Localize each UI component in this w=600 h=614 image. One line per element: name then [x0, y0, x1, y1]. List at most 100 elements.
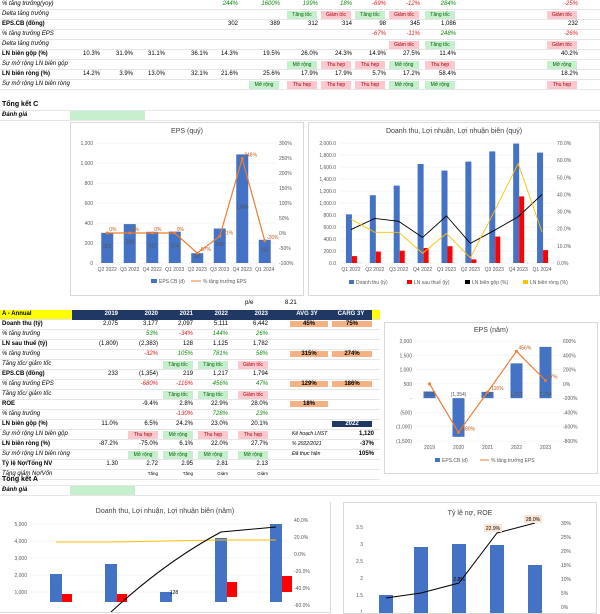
header-band [72, 310, 372, 320]
legend-swatch [151, 279, 157, 283]
y2-tick: 10.0% [557, 244, 572, 250]
debt-bar [452, 544, 466, 613]
row-label: Tỷ lệ Nợ/Tổng NV [2, 461, 53, 467]
revenue-bar [489, 151, 496, 263]
value-cell: 19.5% [262, 51, 280, 57]
value-cell: 13.0% [147, 71, 165, 77]
y-tick: 400.0 [323, 237, 336, 243]
revenue-bar [215, 538, 227, 602]
value-cell: 2.13 [256, 461, 268, 467]
y2-tick: -40.0% [294, 586, 310, 592]
value-cell: 28.0% [250, 401, 268, 407]
debt-change: Giảm [257, 471, 268, 476]
y-tick: 1,500 [399, 353, 412, 359]
y-tick: 1,400.0 [319, 177, 336, 183]
eps-bar [510, 363, 523, 399]
value-cell: (1,354) [138, 371, 158, 377]
trend-tag: Tăng tốc [355, 11, 385, 19]
revenue-bar [270, 524, 282, 602]
eps-bar [423, 391, 436, 399]
value-cell: -75.0% [138, 441, 158, 447]
carg-value: 274% [332, 351, 372, 357]
y2-tick: 200% [279, 171, 292, 177]
legend-entry: Doanh thu (tỷ) [356, 279, 388, 286]
danh-gia-cell[interactable] [70, 486, 135, 495]
x-tick: 2020 [453, 445, 464, 451]
trend-tag: Mở rộng [547, 61, 577, 69]
annual-row: Tăng giảm Nợ/Vốn Tăng Tăng Giảm Giảm [0, 470, 380, 480]
x-tick: Q2 2022 [98, 267, 117, 273]
row-label: Sự mở rộng LN biên ròng [2, 451, 70, 457]
trend-tag: Tăng tốc [198, 361, 228, 369]
annual-row: Doanh thu (tỷ) 2,075 3,177 2,097 5,111 6,442 4… [0, 320, 380, 330]
net-margin-line [56, 539, 276, 543]
row-label: LN biên gộp (%) [2, 51, 48, 57]
legend-swatch [465, 280, 470, 284]
danh-gia-cell[interactable] [70, 111, 145, 120]
trend-tag: Thu hẹp [355, 81, 385, 89]
row-label: % tăng trưởng(yoy) [2, 1, 54, 7]
trend-tag: Thu hẹp [547, 81, 577, 89]
trend-tag: Mở rộng [249, 81, 279, 89]
revenue-bar [105, 564, 117, 602]
value-cell: 98 [379, 21, 386, 27]
x-tick: Q4 2022 [143, 267, 162, 273]
revenue-quarterly-chart: Doanh thu, Lợi nhuận, Lợi nhuận biên (qu… [308, 122, 600, 296]
value-cell: 31.9% [115, 51, 133, 57]
value-cell: 2.81 [216, 461, 228, 467]
x-tick: Q4 2023 [233, 267, 252, 273]
eps-bar [213, 228, 226, 263]
value-cell: -12% [405, 1, 420, 7]
eps-bar [481, 391, 494, 399]
debt-change: Tăng [147, 471, 158, 476]
line-label: -680% [461, 426, 476, 432]
avg-header: AVG 3Y [296, 311, 318, 317]
avg-value: 18% [290, 401, 328, 407]
tong-ket-a-row: Tổng kết A [0, 475, 600, 486]
annual-row: LN biên ròng (%) -87.2% -75.0% 6.1% 22.0% 27.… [0, 440, 380, 450]
y2-tick: 300% [279, 141, 292, 147]
y-tick: 1,000 [399, 368, 412, 374]
row-label: LN biên ròng (%) [2, 441, 50, 447]
value-cell: 1,125 [212, 341, 228, 347]
value-cell: 58.4% [438, 71, 456, 77]
y-tick: (1,000) [396, 425, 412, 431]
roe-label: 2.8% [453, 577, 465, 583]
annual-row: LN sau thuế (tỷ) (1,809) (2,383) 128 1,125 1,… [0, 340, 380, 350]
profit-bar [519, 196, 525, 263]
gross-margin-line [350, 194, 543, 245]
y-tick: 800 [85, 181, 94, 187]
y-tick: 1,200.0 [319, 189, 336, 195]
y2-tick: 0% [563, 382, 571, 388]
legend-swatch [407, 280, 412, 284]
bar-label: (1,354) [451, 392, 467, 398]
value-cell: 345 [409, 21, 420, 27]
revenue-bar [393, 185, 400, 263]
y-tick: 2,000 [399, 339, 412, 345]
trend-tag: Giảm tốc [389, 41, 419, 49]
line-label: 248% [244, 153, 257, 159]
y2-tick: 30.0% [557, 210, 572, 216]
y-tick: 600 [85, 201, 94, 207]
bar-label: 1,086 [236, 205, 249, 211]
profit-bar [351, 256, 357, 263]
y-tick: 1,200 [80, 141, 93, 147]
trend-tag: Mở rộng [163, 451, 193, 459]
year-header: 2023 [254, 311, 268, 317]
annual-row: % tăng trưởng 53% -34% 144% 26% [0, 330, 380, 340]
profit-bar [117, 594, 127, 602]
trend-tag: Giảm tốc [389, 11, 419, 19]
value-cell: 24.2% [175, 421, 193, 427]
bar-label: 98 [194, 254, 200, 260]
avg-value: 315% [290, 351, 328, 357]
y-tick: 3,000 [14, 556, 27, 562]
profit-bar [375, 251, 381, 263]
line-label: -67% [199, 247, 211, 253]
danh-gia-label: Đánh giá [2, 487, 28, 493]
quarter-row: Sự mở rộng LN biên gộp Mở rộng Thu hẹp Thu … [0, 60, 600, 70]
trend-tag: Thu hẹp [287, 81, 317, 89]
eps-bar [168, 231, 181, 263]
profit-bar [543, 250, 549, 263]
y-tick: (1,500) [396, 439, 412, 445]
annual-row: Sự mở rộng LN biên gộp Thu hẹp Mở rộng Thu … [0, 430, 380, 440]
